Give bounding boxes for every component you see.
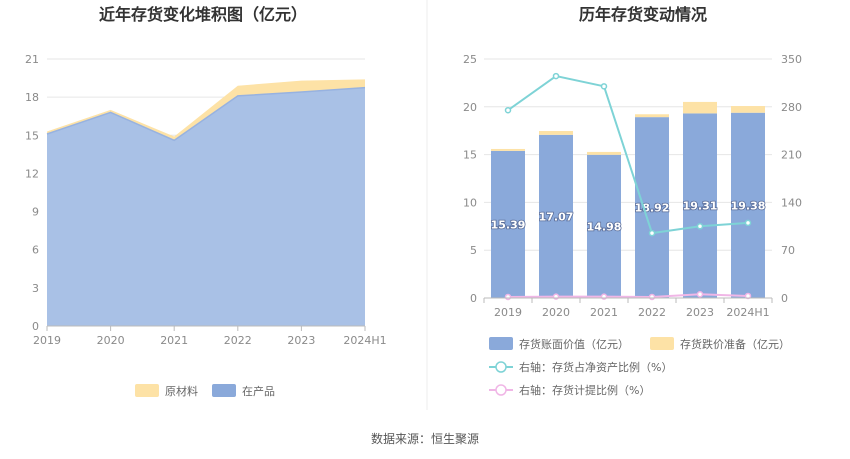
right-line-series <box>504 72 752 301</box>
left-y-tick-label: 18 <box>25 91 39 104</box>
right-x-tick-label: 2021 <box>590 306 618 319</box>
legend-swatch-book-value <box>489 337 513 350</box>
legend-marker-net-asset-ratio <box>495 361 507 373</box>
point-net-asset-ratio <box>600 83 608 90</box>
point-net-asset-ratio <box>744 219 752 227</box>
point-provision-ratio <box>648 293 656 301</box>
line-work-in-progress <box>46 86 366 142</box>
point-provision-ratio <box>504 293 512 301</box>
point-net-asset-ratio <box>552 72 560 80</box>
data-source: 数据来源：恒生聚源 <box>371 431 479 446</box>
left-x-tick-label: 2023 <box>287 334 315 347</box>
bar-value-label: 18.92 <box>635 202 670 215</box>
legend-label-provision-ratio: 右轴：存货计提比例（%） <box>519 383 650 397</box>
right-x-axis: 2019 2020 2021 2022 2023 2024H1 <box>483 297 773 319</box>
left-area-series <box>46 79 366 326</box>
right-left-y-tick-label: 20 <box>463 101 477 114</box>
bar-impairment <box>491 148 525 151</box>
point-net-asset-ratio <box>504 106 512 114</box>
right-right-y-tick-label: 280 <box>781 101 802 114</box>
left-x-tick-label: 2019 <box>33 334 61 347</box>
right-left-y-tick-label: 10 <box>463 196 477 209</box>
right-legend: 存货账面价值（亿元） 存货跌价准备（亿元） 右轴：存货占净资产比例（%） 右轴：… <box>489 337 790 397</box>
left-x-axis: 2019 2020 2021 2022 2023 2024H1 <box>33 325 387 347</box>
legend-label-net-asset-ratio: 右轴：存货占净资产比例（%） <box>519 360 672 374</box>
bar-impairment <box>683 101 717 114</box>
line-provision-ratio <box>507 293 749 298</box>
right-right-y-tick-label: 70 <box>781 244 795 257</box>
left-y-tick-label: 12 <box>25 167 39 180</box>
right-right-y-tick-label: 210 <box>781 149 802 162</box>
right-left-y-tick-label: 0 <box>470 292 477 305</box>
right-left-y-tick-label: 15 <box>463 149 477 162</box>
legend-swatch-raw-material <box>135 384 159 397</box>
right-left-y-axis: 0 5 10 15 20 25 <box>463 53 477 305</box>
legend-label-raw-material: 原材料 <box>165 384 198 398</box>
bar-book-value <box>539 134 573 298</box>
bar-value-label: 19.31 <box>683 200 718 213</box>
left-x-tick-label: 2024H1 <box>343 334 386 347</box>
left-y-tick-label: 6 <box>32 244 39 257</box>
bar-book-value <box>731 112 765 298</box>
bar-value-label: 15.39 <box>491 218 526 231</box>
left-y-axis: 0 3 6 9 12 15 18 21 <box>25 53 39 333</box>
left-legend: 原材料 在产品 <box>135 384 275 398</box>
right-chart-title: 历年存货变动情况 <box>579 5 707 24</box>
left-y-tick-label: 15 <box>25 129 39 142</box>
left-x-tick-label: 2021 <box>160 334 188 347</box>
right-grid <box>484 58 772 299</box>
bar-book-value <box>635 117 669 298</box>
bar-book-value <box>491 150 525 298</box>
right-x-tick-label: 2019 <box>494 306 522 319</box>
bar-value-label: 19.38 <box>731 199 766 212</box>
point-net-asset-ratio <box>696 223 704 230</box>
legend-label-book-value: 存货账面价值（亿元） <box>519 337 629 351</box>
right-left-y-tick-label: 5 <box>470 244 477 257</box>
bar-impairment <box>635 114 669 118</box>
bar-impairment <box>587 151 621 155</box>
bar-book-value <box>683 113 717 299</box>
right-bar-series: 15.39 17.07 14.98 18.92 19.31 19.38 <box>490 101 766 299</box>
legend-label-work-in-progress: 在产品 <box>242 384 275 398</box>
left-y-tick-label: 0 <box>32 320 39 333</box>
right-right-y-tick-label: 140 <box>781 196 802 209</box>
left-chart-title: 近年存货变化堆积图（亿元） <box>99 5 307 24</box>
point-net-asset-ratio <box>648 229 656 237</box>
right-x-tick-label: 2022 <box>638 306 666 319</box>
area-work-in-progress <box>47 87 365 326</box>
legend-label-impairment: 存货跌价准备（亿元） <box>680 337 790 351</box>
left-y-tick-label: 9 <box>32 206 39 219</box>
bar-book-value <box>587 154 621 298</box>
right-right-y-axis: 0 70 140 210 280 350 <box>781 53 802 305</box>
bar-impairment <box>539 130 573 135</box>
legend-marker-provision-ratio <box>495 384 507 396</box>
line-net-asset-ratio <box>507 75 749 235</box>
left-x-tick-label: 2022 <box>224 334 252 347</box>
right-right-y-tick-label: 0 <box>781 292 788 305</box>
right-right-y-tick-label: 350 <box>781 53 802 66</box>
area-raw-material <box>47 79 365 141</box>
bar-value-label: 14.98 <box>587 220 622 233</box>
bar-impairment <box>731 106 765 113</box>
right-left-y-tick-label: 25 <box>463 53 477 66</box>
right-x-tick-label: 2020 <box>542 306 570 319</box>
legend-swatch-work-in-progress <box>212 384 236 397</box>
right-x-tick-label: 2024H1 <box>726 306 769 319</box>
left-y-tick-label: 21 <box>25 53 39 66</box>
point-provision-ratio <box>696 290 704 298</box>
legend-swatch-impairment <box>650 337 674 350</box>
right-x-tick-label: 2023 <box>686 306 714 319</box>
left-y-tick-label: 3 <box>32 282 39 295</box>
bar-value-label: 17.07 <box>539 210 574 223</box>
left-x-tick-label: 2020 <box>97 334 125 347</box>
